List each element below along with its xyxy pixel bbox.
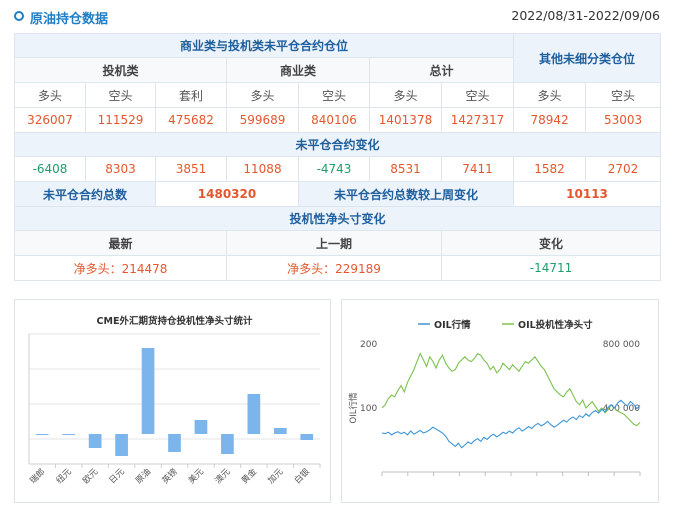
change-value: 8531 [369,156,442,182]
category-speculative: 投机类 [14,57,227,83]
column-header: 空头 [85,82,156,108]
oi-change-value: 10113 [513,181,662,207]
column-header: 多头 [513,82,587,108]
column-header: 套利 [155,82,227,108]
bar [88,434,102,448]
position-value: 599689 [226,107,299,133]
x-tick-label: 原油 [133,466,153,486]
net-latest-value: 净多头：214478 [14,255,227,281]
bar [141,348,155,434]
x-tick-label: 日元 [108,467,127,486]
net-change-value: -14711 [440,255,662,281]
x-tick-label: 澳元 [213,466,233,486]
net-change-header: 变化 [440,230,662,256]
net-latest-header: 最新 [14,230,227,256]
chart-title: CME外汇期货持仓投机性净头寸统计 [97,315,253,327]
column-header: 空头 [298,82,370,108]
x-tick-label: 英镑 [160,466,180,486]
positions-row: 326007 111529 475682 599689 840106 14013… [14,107,662,133]
change-value: -6408 [14,156,86,182]
oi-total-value: 1480320 [155,181,299,207]
oi-total-label: 未平仓合约总数 [14,181,156,207]
position-value: 326007 [14,107,86,133]
change-value: 11088 [226,156,299,182]
page-title: 原油持仓数据 [30,12,109,27]
position-value: 53003 [585,107,662,133]
oil-line-chart: OIL行情 OIL投机性净头寸 200 100 800 000 400 000 OIL行情 [348,319,641,476]
column-header: 多头 [369,82,442,108]
column-header: 多头 [226,82,299,108]
series-line-oil-net-position [381,352,641,427]
column-header: 空头 [440,82,515,108]
bar [221,434,234,454]
group-other-header: 其他未细分类仓位 [513,33,662,83]
column-header: 多头 [14,82,86,108]
bar [300,434,314,440]
bar [35,434,49,435]
change-section-title: 未平仓合约变化 [13,132,662,157]
y-left-tick-label: 100 [360,404,377,414]
change-value: -4743 [298,156,370,182]
changes-row: -6408 8303 3851 11088 -4743 8531 7411 15… [14,156,662,182]
oil-chart-panel: OIL行情 OIL投机性净头寸 200 100 800 000 400 000 OIL行情 [341,299,659,503]
y-right-tick-label: 800 000 [603,340,640,350]
bar [194,420,208,434]
x-tick-label: 纽元 [54,466,74,486]
category-total: 总计 [368,57,515,83]
change-value: 3851 [155,156,227,182]
y-right-tick-label: 400 000 [603,404,640,414]
x-tick-label: 加元 [266,466,286,486]
bar [168,434,181,452]
position-value: 475682 [155,107,227,133]
series-line-oil-price [381,399,641,449]
position-value: 1427317 [440,107,515,133]
y-left-tick-label: 200 [360,340,377,350]
cot-table: 商业类与投机类未平仓合约仓位 其他未细分类仓位 投机类 商业类 总计 多头 空头… [13,33,662,281]
category-commercial: 商业类 [226,57,370,83]
net-prev-value: 净多头：229189 [226,255,442,281]
position-value: 78942 [513,107,587,133]
net-prev-header: 上一期 [226,230,442,256]
x-tick-label: 白银 [292,466,312,486]
column-header-row: 多头 空头 套利 多头 空头 多头 空头 多头 空头 [14,82,662,108]
x-tick-label: 瑞郎 [28,466,48,486]
change-value: 2702 [585,156,662,182]
change-value: 7411 [440,156,515,182]
legend-label: OIL投机性净头寸 [518,319,593,331]
position-value: 111529 [85,107,156,133]
change-value: 8303 [85,156,156,182]
bar [62,434,76,435]
page-header: 原油持仓数据 2022/08/31-2022/09/06 [14,7,662,27]
x-tick-label: 黄金 [239,466,259,486]
x-tick-label: 美元 [186,466,206,486]
y-left-axis-label: OIL行情 [348,392,359,423]
bar [247,394,261,434]
legend-label: OIL行情 [434,319,471,331]
cme-net-position-panel: CME外汇期货持仓投机性净头寸统计瑞郎 纽元 欧元 日元 原油 英镑 美元 澳元 黄金 加元 白银 [14,299,331,503]
date-range: 2022/08/31-2022/09/06 [511,8,660,23]
ring-icon [14,11,24,21]
x-tick-label: 欧元 [80,466,100,486]
change-value: 1582 [513,156,587,182]
position-value: 1401378 [369,107,442,133]
bar [115,434,128,456]
net-section-title: 投机性净头寸变化 [13,206,662,231]
oi-change-label: 未平仓合约总数较上周变化 [297,181,515,207]
column-header: 空头 [585,82,662,108]
group-commercial-header: 商业类与投机类未平仓合约仓位 [13,33,515,58]
bar [273,428,287,434]
position-value: 840106 [298,107,370,133]
